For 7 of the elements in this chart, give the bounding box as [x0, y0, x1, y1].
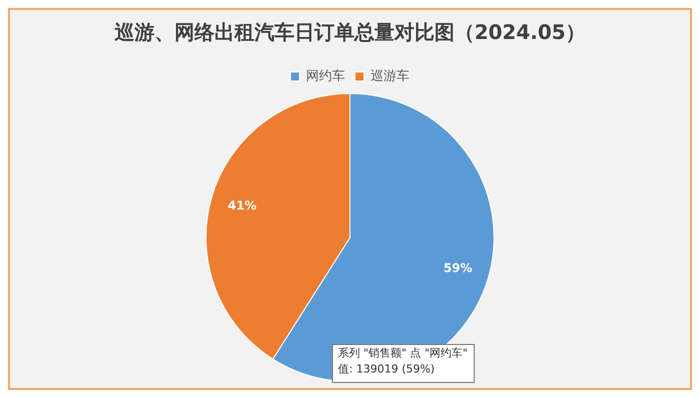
chart-title: 巡游、网络出租汽车日订单总量对比图（2024.05） [113, 20, 586, 44]
text: 值: 139019 (59%) [338, 362, 435, 376]
data-label: 59% [443, 260, 472, 275]
legend-label: 巡游车 [370, 68, 410, 84]
data-label: 41% [228, 198, 257, 212]
legend-label: 网约车 [306, 68, 345, 84]
text: 系列 "销售额" 点 "网约车" [338, 346, 468, 360]
